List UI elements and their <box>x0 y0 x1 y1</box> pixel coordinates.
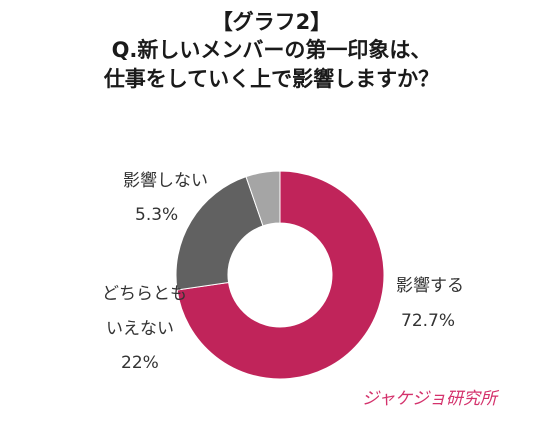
donut-slice-3 <box>245 170 281 227</box>
label-influence-name: 影響する <box>396 276 464 296</box>
label-no-influence-value: 5.3% <box>135 205 179 225</box>
label-neither-name-line1: どちらとも <box>102 284 187 304</box>
label-neither-name-line2: いえない <box>106 319 174 339</box>
label-influence-value: 72.7% <box>401 311 456 331</box>
label-neither-value: 22% <box>121 353 159 373</box>
graph-tag: 【グラフ2】 <box>211 10 332 34</box>
label-no-influence-name: 影響しない <box>123 171 208 191</box>
chart-title-line-2: 仕事をしていく上で影響しますか？ <box>103 67 440 91</box>
donut-slice-1 <box>176 170 385 380</box>
chart-title-line-1: Q.新しいメンバーの第一印象は、 <box>111 38 432 62</box>
logo-jakejo-lab: ジャケジョ研究所 <box>361 389 497 409</box>
chart-title-block: 【グラフ2】 Q.新しいメンバーの第一印象は、 仕事をしていく上で影響しますか？ <box>0 8 543 94</box>
donut-slice-2 <box>175 176 264 291</box>
